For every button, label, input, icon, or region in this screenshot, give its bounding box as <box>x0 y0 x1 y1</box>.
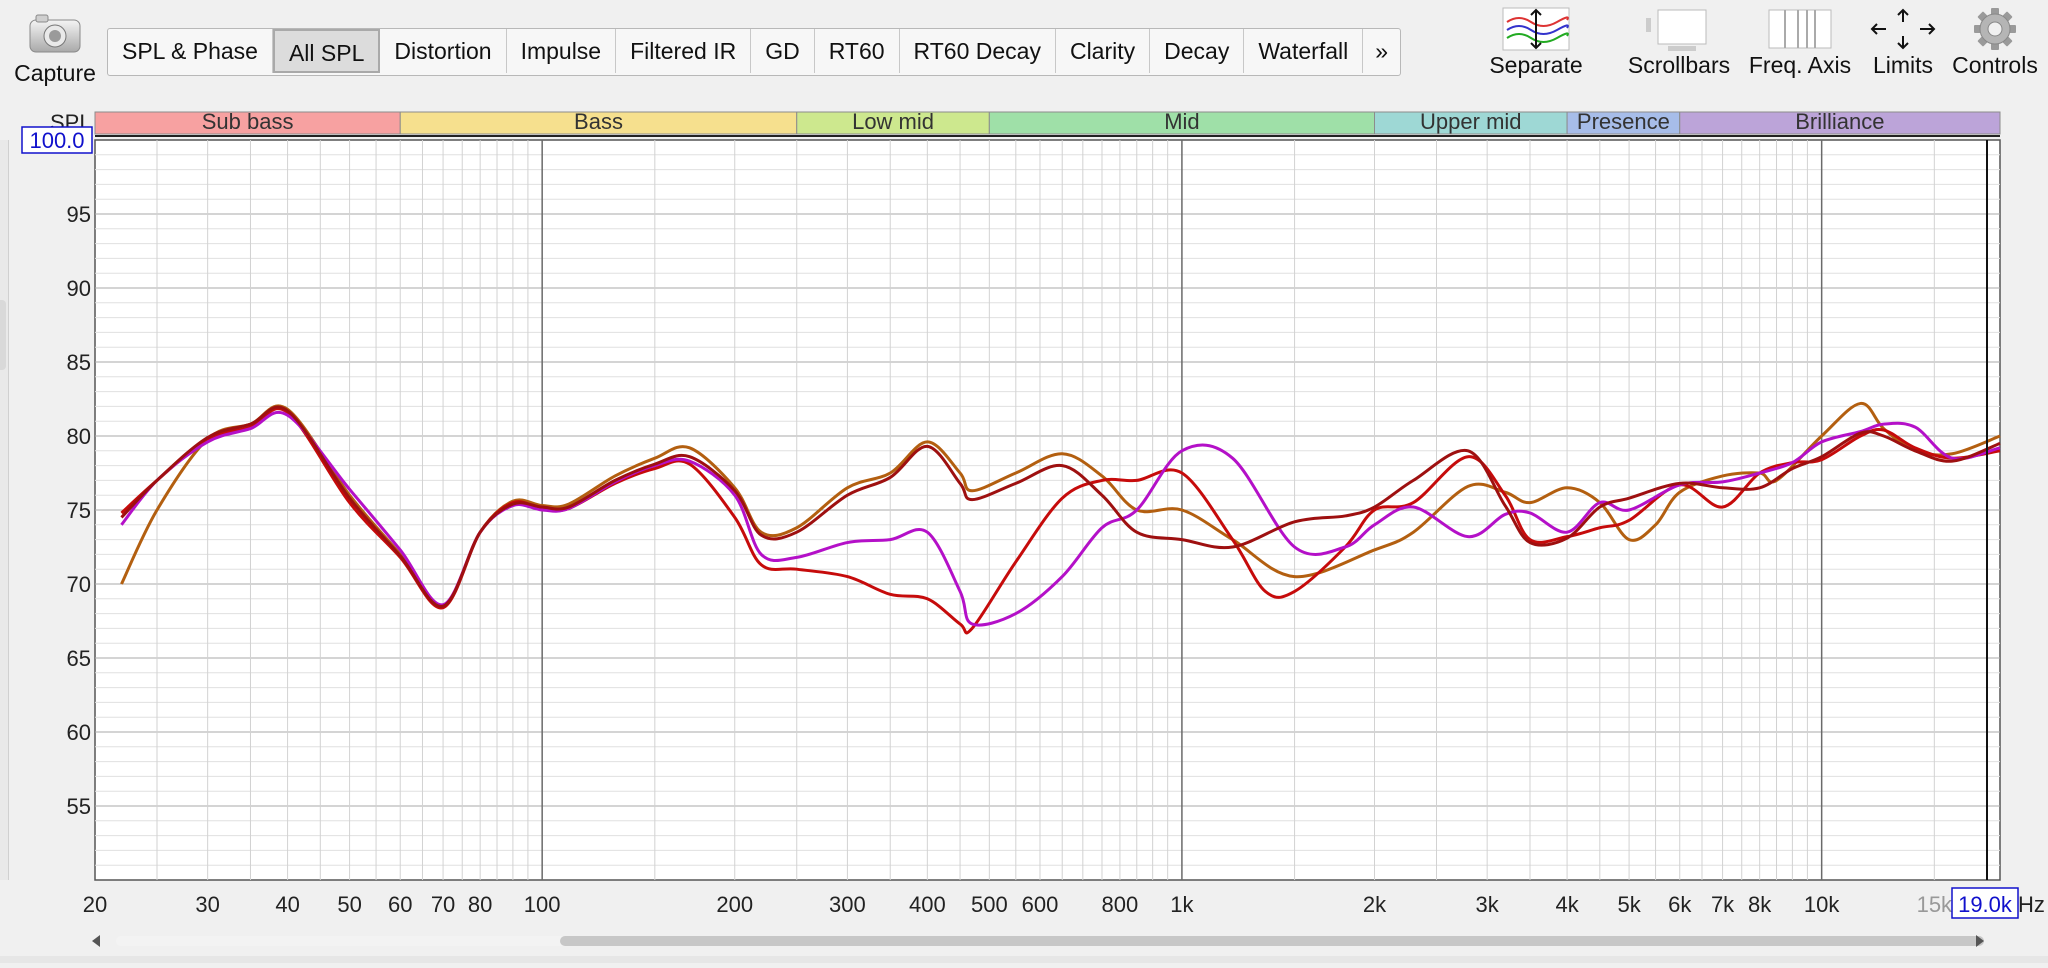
separate-label: Separate <box>1489 52 1583 78</box>
limits-arrows-icon <box>1870 8 1936 50</box>
x-tick-label: 6k <box>1668 892 1692 917</box>
x-max-box[interactable]: 19.0k <box>1951 887 2019 919</box>
y-tick-label: 75 <box>67 498 91 523</box>
band-label: Low mid <box>852 109 934 134</box>
capture-button[interactable]: Capture <box>10 8 100 90</box>
band-label: Brilliance <box>1795 109 1884 134</box>
band-label: Upper mid <box>1420 109 1521 134</box>
y-tick-label: 90 <box>67 276 91 301</box>
status-strip <box>0 956 2048 963</box>
x-tick-label: 100 <box>524 892 561 917</box>
tab-gd[interactable]: GD <box>751 29 815 73</box>
y-tick-label: 65 <box>67 646 91 671</box>
y-max-value: 100.0 <box>29 128 84 153</box>
capture-label: Capture <box>14 60 96 86</box>
tab-waterfall[interactable]: Waterfall <box>1244 29 1364 73</box>
x-tick-label: 4k <box>1555 892 1579 917</box>
scroll-right-arrow[interactable] <box>1976 935 1984 947</box>
x-tick-label: 5k <box>1617 892 1641 917</box>
gear-icon <box>1974 8 2016 50</box>
band-label: Presence <box>1577 109 1670 134</box>
y-max-box[interactable]: 100.0 <box>21 126 93 154</box>
x-tick-label: 800 <box>1102 892 1139 917</box>
x-tick-label: 600 <box>1022 892 1059 917</box>
more-tabs-button[interactable]: » <box>1375 38 1389 64</box>
tab-all-spl[interactable]: All SPL <box>272 29 381 73</box>
y-tick-label: 70 <box>67 572 91 597</box>
tab-impulse[interactable]: Impulse <box>507 29 617 73</box>
x-tick-label: 15k <box>1917 892 1953 917</box>
horizontal-scrollbar[interactable] <box>92 933 1992 949</box>
x-tick-label: 200 <box>716 892 753 917</box>
x-max-value: 19.0k <box>1958 892 2013 917</box>
x-tick-label: 40 <box>275 892 299 917</box>
view-tabs: SPL & Phase All SPL Distortion Impulse F… <box>107 28 1402 76</box>
x-tick-label: 2k <box>1363 892 1387 917</box>
x-tick-label: 7k <box>1711 892 1735 917</box>
y-tick-label: 60 <box>67 720 91 745</box>
controls-button[interactable]: Controls <box>1948 6 2042 79</box>
scroll-thumb[interactable] <box>560 936 1984 946</box>
x-tick-label: 1k <box>1170 892 1194 917</box>
scrollbars-icon <box>1646 9 1707 51</box>
tick-labels: 55 60 65 70 75 80 85 90 95 20 30 40 50 60 70 80 100 200 30… <box>67 202 1954 917</box>
frequency-bands: Sub bass Bass Low mid Mid Upper mid Presence B… <box>94 109 2001 137</box>
x-tick-label: 70 <box>431 892 455 917</box>
tab-rt60-decay[interactable]: RT60 Decay <box>900 29 1056 73</box>
separate-traces-icon <box>1502 7 1570 51</box>
limits-button[interactable]: Limits <box>1866 6 1940 79</box>
series-line-4[interactable] <box>120 405 2001 608</box>
scrollbars-label: Scrollbars <box>1627 52 1731 78</box>
band-label: Sub bass <box>202 109 294 134</box>
band-label: Bass <box>574 109 623 134</box>
x-tick-label: 60 <box>388 892 412 917</box>
y-tick-label: 55 <box>67 794 91 819</box>
x-tick-label: 3k <box>1476 892 1500 917</box>
x-tick-label: 300 <box>829 892 866 917</box>
tab-filtered-ir[interactable]: Filtered IR <box>616 29 752 73</box>
x-tick-label: 10k <box>1804 892 1840 917</box>
controls-label: Controls <box>1952 52 2038 78</box>
y-tick-label: 95 <box>67 202 91 227</box>
series-lines <box>120 401 2001 635</box>
freq-axis-icon <box>1768 9 1832 49</box>
x-tick-label: 500 <box>971 892 1008 917</box>
x-tick-label: 50 <box>337 892 361 917</box>
y-tick-label: 85 <box>67 350 91 375</box>
scrollbars-button[interactable]: Scrollbars <box>1624 6 1734 79</box>
x-tick-label: 30 <box>195 892 219 917</box>
left-panel-edge <box>0 140 9 880</box>
band-label: Mid <box>1164 109 1199 134</box>
left-panel-handle[interactable] <box>0 300 6 370</box>
x-axis-unit: Hz <box>2018 892 2045 917</box>
toolbar: Capture SPL & Phase All SPL Distortion I… <box>0 0 2048 100</box>
camera-icon <box>29 14 81 53</box>
scroll-left-arrow[interactable] <box>92 935 100 947</box>
y-tick-label: 80 <box>67 424 91 449</box>
separate-button[interactable]: Separate <box>1484 6 1588 79</box>
freq-axis-label: Freq. Axis <box>1748 52 1852 78</box>
spl-chart[interactable]: Sub bass Bass Low mid Mid Upper mid Presence B… <box>0 100 2048 963</box>
x-tick-label: 400 <box>909 892 946 917</box>
x-tick-label: 20 <box>83 892 107 917</box>
tab-spl-phase[interactable]: SPL & Phase <box>108 29 273 73</box>
grid <box>95 140 2000 880</box>
tab-rt60[interactable]: RT60 <box>815 29 900 73</box>
tab-decay[interactable]: Decay <box>1150 29 1245 73</box>
tab-distortion[interactable]: Distortion <box>380 29 507 73</box>
x-tick-label: 8k <box>1748 892 1772 917</box>
spl-chart-svg[interactable]: Sub bass Bass Low mid Mid Upper mid Presence B… <box>0 100 2048 963</box>
x-tick-label: 80 <box>468 892 492 917</box>
limits-label: Limits <box>1872 52 1934 78</box>
tab-clarity[interactable]: Clarity <box>1056 29 1151 73</box>
freq-axis-button[interactable]: Freq. Axis <box>1744 6 1856 79</box>
band-brilliance <box>1679 111 2001 135</box>
